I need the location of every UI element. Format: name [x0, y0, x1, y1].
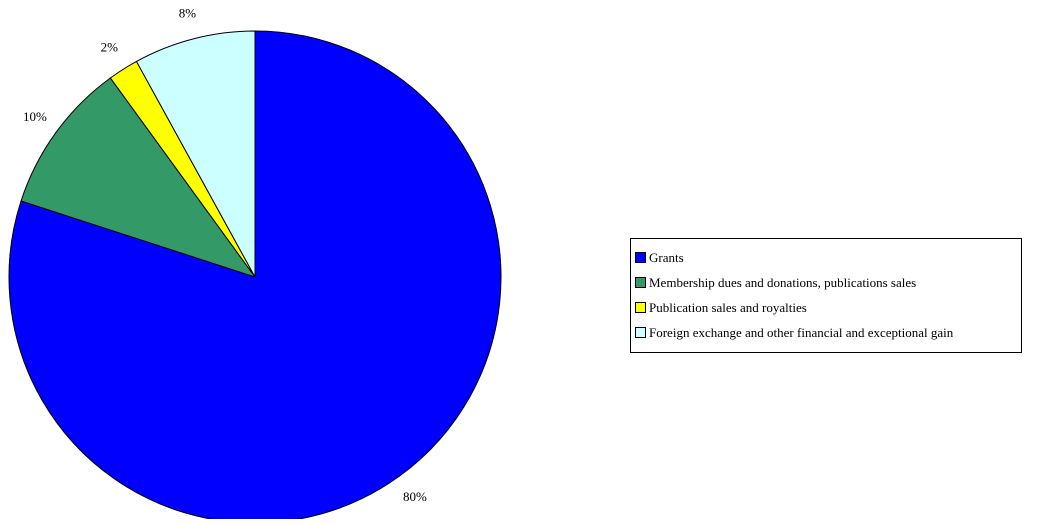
legend-item-foreign-exchange: Foreign exchange and other financial and… — [635, 320, 1021, 345]
legend-label-publication-sales: Publication sales and royalties — [649, 299, 807, 315]
data-label-publication-sales: 2% — [101, 39, 119, 54]
legend: Grants Membership dues and donations, pu… — [630, 238, 1022, 353]
legend-swatch-publication-sales — [635, 302, 646, 313]
data-label-foreign-exchange: 8% — [179, 6, 197, 21]
data-label-grants: 80% — [403, 489, 427, 504]
legend-swatch-foreign-exchange — [635, 327, 646, 338]
pie-slice-foreign-exchange — [135, 30, 256, 278]
legend-swatch-grants — [635, 252, 646, 263]
legend-swatch-membership — [635, 277, 646, 288]
legend-item-membership: Membership dues and donations, publicati… — [635, 270, 1021, 295]
legend-label-membership: Membership dues and donations, publicati… — [649, 274, 917, 290]
legend-label-foreign-exchange: Foreign exchange and other financial and… — [649, 324, 954, 340]
legend-label-grants: Grants — [649, 249, 684, 265]
legend-item-grants: Grants — [635, 245, 1021, 270]
legend-item-publication-sales: Publication sales and royalties — [635, 295, 1021, 320]
pie-data-labels: 80% 10% 2% 8% — [23, 6, 427, 504]
pie-slice-membership — [20, 77, 257, 278]
pie-slice-grants — [8, 30, 502, 524]
data-label-membership: 10% — [23, 109, 47, 124]
pie-slices — [8, 30, 502, 524]
